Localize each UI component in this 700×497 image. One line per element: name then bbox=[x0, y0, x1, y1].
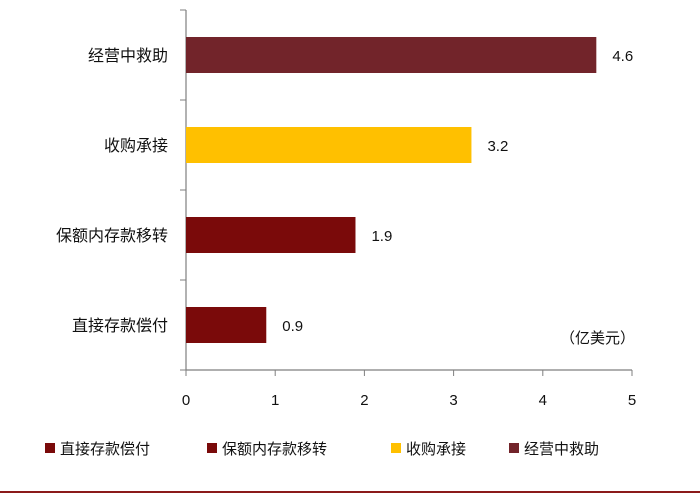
chart-bars bbox=[186, 37, 597, 343]
bar bbox=[186, 127, 472, 163]
category-label: 经营中救助 bbox=[88, 46, 168, 65]
legend-label: 收购承接 bbox=[406, 440, 466, 458]
category-labels: 直接存款偿付 保额内存款移转 收购承接 经营中救助 bbox=[56, 46, 168, 335]
legend-swatch bbox=[509, 443, 519, 453]
chart-legend: 直接存款偿付 保额内存款移转 收购承接 经营中救助 bbox=[45, 440, 599, 458]
legend-label: 经营中救助 bbox=[524, 440, 599, 458]
legend-label: 直接存款偿付 bbox=[60, 440, 150, 458]
x-tick-label: 2 bbox=[360, 392, 368, 409]
legend-swatch bbox=[45, 443, 55, 453]
data-label: 3.2 bbox=[487, 138, 508, 155]
data-label: 1.9 bbox=[371, 228, 392, 245]
data-label: 4.6 bbox=[612, 48, 633, 65]
bar bbox=[186, 37, 597, 73]
x-tick-label: 1 bbox=[271, 392, 279, 409]
unit-label: （亿美元） bbox=[560, 329, 635, 347]
x-tick-label: 4 bbox=[539, 392, 547, 409]
legend-swatch bbox=[207, 443, 217, 453]
legend-label: 保额内存款移转 bbox=[222, 440, 327, 458]
category-label: 保额内存款移转 bbox=[56, 226, 168, 245]
bar bbox=[186, 307, 267, 343]
x-axis-ticks: 0 1 2 3 4 5 bbox=[182, 370, 636, 409]
x-tick-label: 0 bbox=[182, 392, 190, 409]
legend-swatch bbox=[391, 443, 401, 453]
category-label: 直接存款偿付 bbox=[72, 316, 168, 335]
x-tick-label: 5 bbox=[628, 392, 636, 409]
bar bbox=[186, 217, 356, 253]
value-labels: 0.9 1.9 3.2 4.6 bbox=[282, 48, 633, 335]
data-label: 0.9 bbox=[282, 318, 303, 335]
x-tick-label: 3 bbox=[449, 392, 457, 409]
category-label: 收购承接 bbox=[104, 136, 168, 155]
